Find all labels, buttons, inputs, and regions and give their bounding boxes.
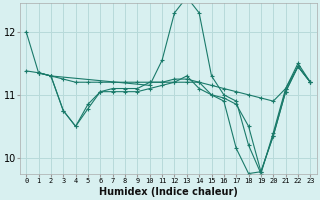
X-axis label: Humidex (Indice chaleur): Humidex (Indice chaleur) <box>99 187 238 197</box>
